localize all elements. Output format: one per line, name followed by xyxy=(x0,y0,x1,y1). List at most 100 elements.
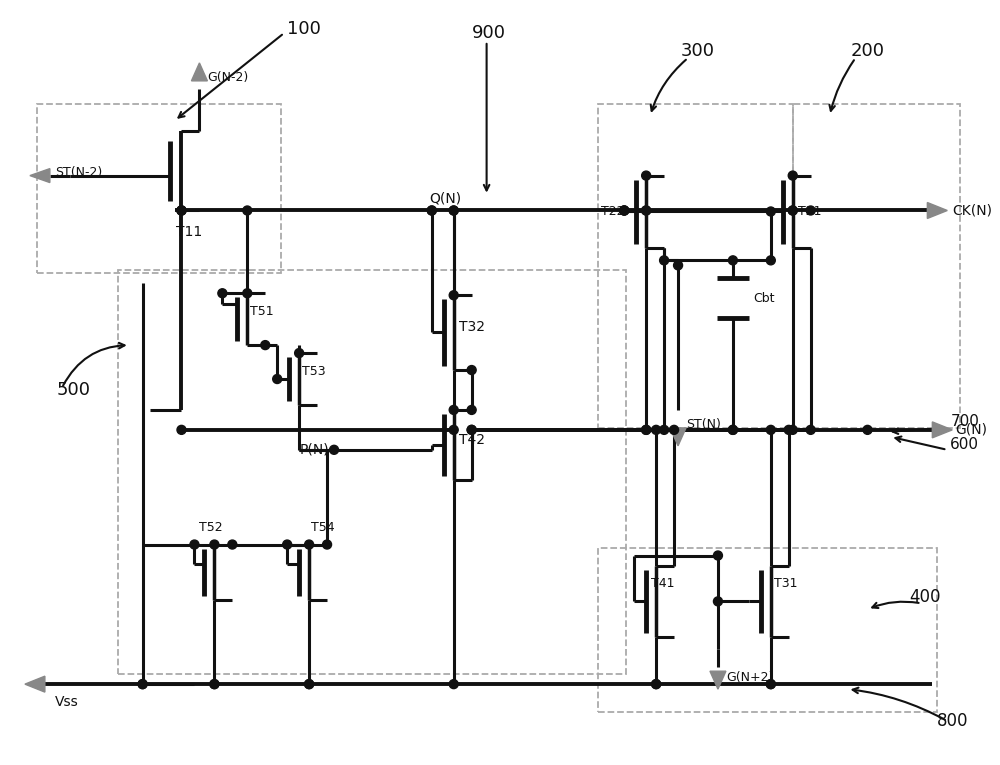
Circle shape xyxy=(210,679,219,689)
Circle shape xyxy=(449,405,458,415)
Polygon shape xyxy=(30,168,50,183)
Circle shape xyxy=(295,349,304,357)
Text: 900: 900 xyxy=(472,24,506,42)
Circle shape xyxy=(210,679,219,689)
Text: G(N+2): G(N+2) xyxy=(726,671,773,684)
Text: G(N): G(N) xyxy=(955,423,987,437)
Circle shape xyxy=(261,340,270,350)
Text: T31: T31 xyxy=(774,577,797,590)
Circle shape xyxy=(728,425,737,435)
Polygon shape xyxy=(710,671,726,689)
Bar xyxy=(598,104,793,428)
Circle shape xyxy=(190,540,199,549)
Polygon shape xyxy=(927,203,947,219)
Circle shape xyxy=(642,206,651,215)
Circle shape xyxy=(449,291,458,300)
Circle shape xyxy=(138,679,147,689)
Text: T32: T32 xyxy=(459,321,485,334)
Circle shape xyxy=(660,425,669,435)
Circle shape xyxy=(728,425,737,435)
Text: ST(N-2): ST(N-2) xyxy=(55,166,102,179)
Circle shape xyxy=(642,425,651,435)
Text: T53: T53 xyxy=(302,365,326,378)
Circle shape xyxy=(620,206,629,215)
Polygon shape xyxy=(670,428,686,446)
Circle shape xyxy=(449,425,458,435)
Polygon shape xyxy=(25,676,45,692)
Polygon shape xyxy=(932,422,952,438)
Bar xyxy=(598,548,937,712)
Text: 600: 600 xyxy=(950,438,979,452)
Circle shape xyxy=(427,206,436,215)
Circle shape xyxy=(449,206,458,215)
Circle shape xyxy=(713,551,722,560)
Circle shape xyxy=(273,375,282,383)
Text: 700: 700 xyxy=(950,415,979,429)
Circle shape xyxy=(210,540,219,549)
Bar xyxy=(793,104,960,428)
Text: T52: T52 xyxy=(199,521,223,534)
Circle shape xyxy=(177,206,186,215)
Circle shape xyxy=(766,256,775,265)
Text: P(N): P(N) xyxy=(299,443,329,457)
Circle shape xyxy=(642,171,651,180)
Circle shape xyxy=(713,597,722,606)
Circle shape xyxy=(218,288,227,298)
Circle shape xyxy=(138,679,147,689)
Circle shape xyxy=(243,288,252,298)
Circle shape xyxy=(620,206,629,215)
Text: T22: T22 xyxy=(601,205,625,218)
Circle shape xyxy=(766,679,775,689)
Circle shape xyxy=(766,425,775,435)
Circle shape xyxy=(305,679,314,689)
Circle shape xyxy=(788,206,797,215)
Circle shape xyxy=(788,171,797,180)
Circle shape xyxy=(323,540,332,549)
Text: T54: T54 xyxy=(311,521,335,534)
Circle shape xyxy=(305,679,314,689)
Text: 800: 800 xyxy=(937,712,968,730)
Circle shape xyxy=(177,425,186,435)
Circle shape xyxy=(330,445,339,454)
Text: Cbt: Cbt xyxy=(753,291,774,304)
Text: 200: 200 xyxy=(851,42,885,60)
Text: T51: T51 xyxy=(250,304,274,317)
Circle shape xyxy=(243,206,252,215)
Circle shape xyxy=(806,425,815,435)
Text: Q(N): Q(N) xyxy=(429,191,461,206)
Text: T41: T41 xyxy=(651,577,675,590)
Circle shape xyxy=(766,679,775,689)
Text: ST(N): ST(N) xyxy=(686,418,721,431)
Circle shape xyxy=(467,425,476,435)
Circle shape xyxy=(620,206,629,215)
Bar xyxy=(37,104,281,273)
Text: G(N-2): G(N-2) xyxy=(207,71,249,84)
Circle shape xyxy=(766,207,775,216)
Circle shape xyxy=(652,679,661,689)
Text: 300: 300 xyxy=(681,42,715,60)
Circle shape xyxy=(449,679,458,689)
Circle shape xyxy=(642,425,651,435)
Text: 500: 500 xyxy=(57,381,91,399)
Circle shape xyxy=(467,425,476,435)
Circle shape xyxy=(449,206,458,215)
Circle shape xyxy=(788,206,797,215)
Text: 100: 100 xyxy=(287,20,321,38)
Circle shape xyxy=(305,540,314,549)
Bar xyxy=(118,270,626,674)
Text: T42: T42 xyxy=(459,433,485,447)
Circle shape xyxy=(652,425,661,435)
Text: T21: T21 xyxy=(798,205,821,218)
Circle shape xyxy=(863,425,872,435)
Circle shape xyxy=(728,256,737,265)
Circle shape xyxy=(806,206,815,215)
Text: CK(N): CK(N) xyxy=(952,203,992,217)
Circle shape xyxy=(652,679,661,689)
Text: Vss: Vss xyxy=(55,695,79,709)
Text: 400: 400 xyxy=(910,588,941,607)
Text: T11: T11 xyxy=(176,226,203,239)
Circle shape xyxy=(674,261,683,270)
Circle shape xyxy=(788,425,797,435)
Polygon shape xyxy=(191,63,207,81)
Circle shape xyxy=(177,206,186,215)
